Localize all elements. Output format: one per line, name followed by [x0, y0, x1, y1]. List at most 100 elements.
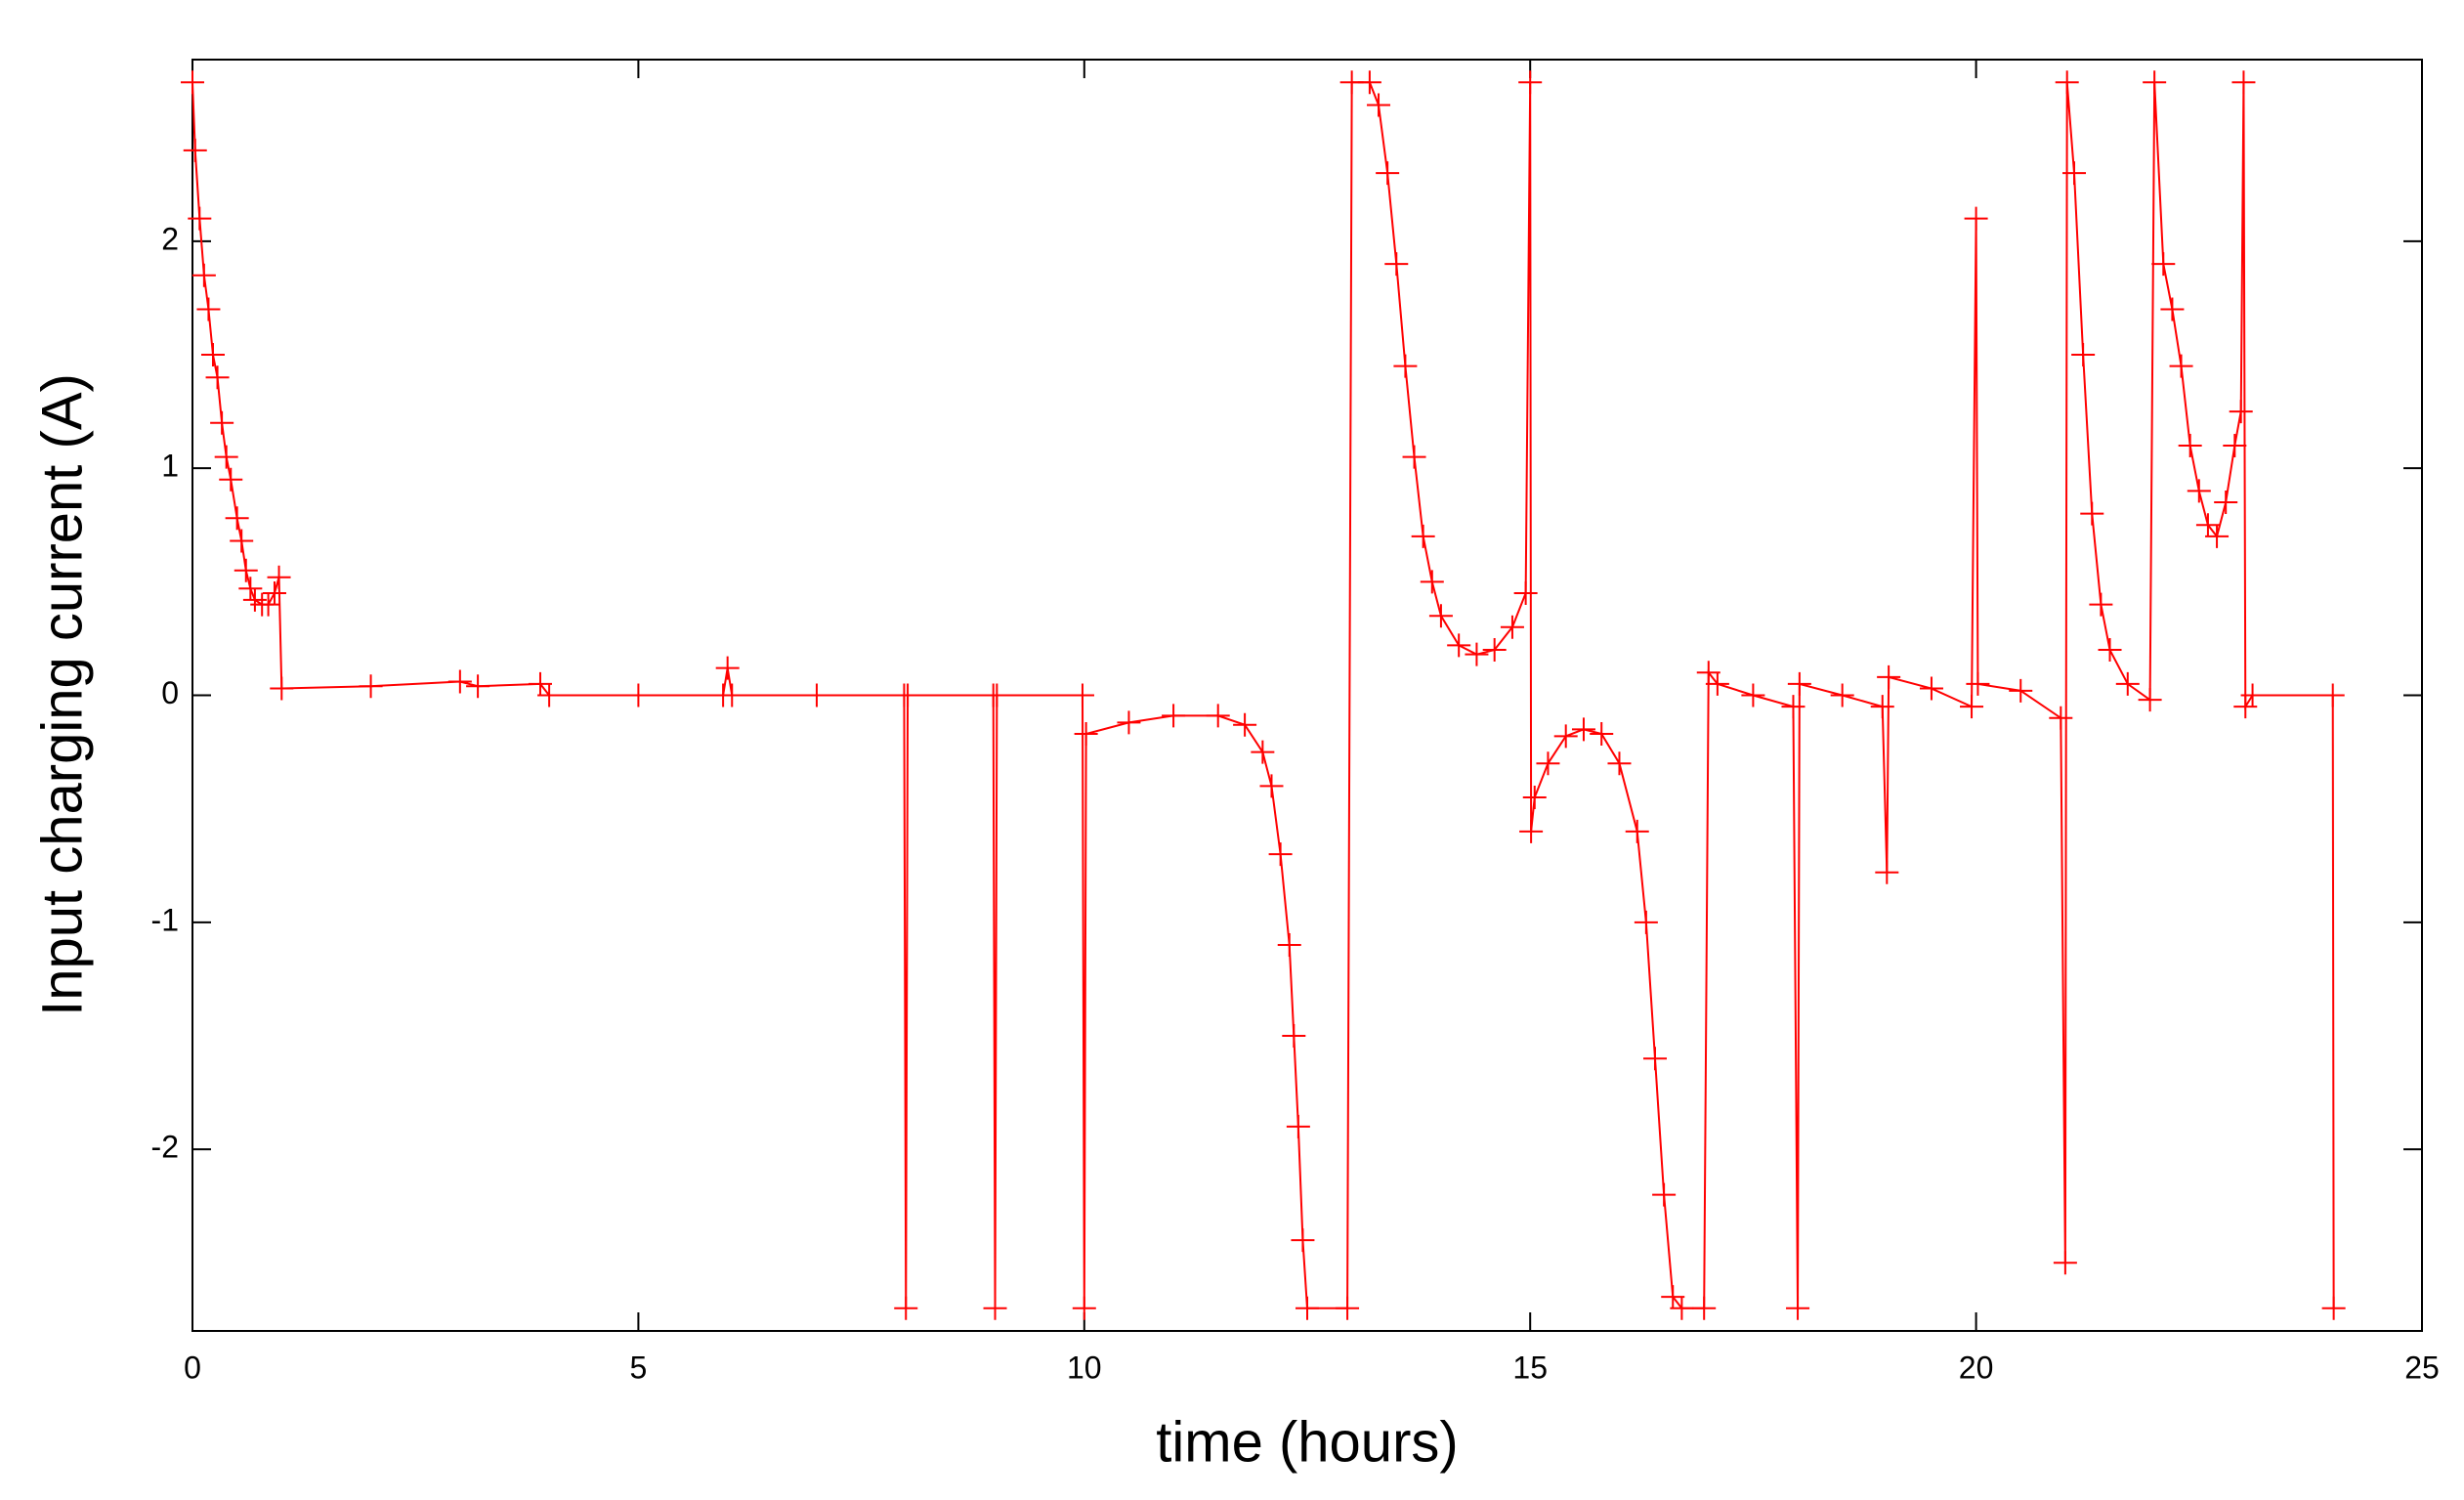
data-point — [1607, 751, 1632, 776]
data-point — [242, 587, 267, 612]
data-point — [2320, 683, 2345, 707]
data-point — [200, 343, 225, 367]
data-point — [1519, 819, 1544, 843]
data-point — [234, 558, 258, 582]
data-point — [1296, 1296, 1319, 1320]
data-point — [466, 674, 490, 699]
data-point — [210, 410, 234, 435]
data-point — [1070, 683, 1094, 707]
data-point — [1692, 1296, 1717, 1320]
data-point — [2143, 70, 2167, 95]
data-point — [1786, 1296, 1810, 1320]
data-point — [1960, 695, 1984, 719]
y-axis-title: Input charging current (A) — [30, 373, 94, 1016]
data-point — [1571, 717, 1595, 742]
data-point — [1553, 724, 1578, 749]
data-point — [1336, 1296, 1360, 1320]
data-point — [715, 656, 740, 680]
y-tick-label: -2 — [151, 1130, 179, 1165]
data-point — [1787, 671, 1811, 696]
data-point — [2321, 1296, 2346, 1320]
y-tick-label: 1 — [161, 449, 179, 484]
data-point — [1447, 633, 1471, 658]
data-point — [230, 529, 254, 553]
data-point — [2089, 592, 2113, 617]
data-point — [205, 365, 230, 390]
data-point — [1661, 1285, 1685, 1309]
data-point — [2169, 354, 2193, 378]
data-point — [2138, 688, 2162, 712]
data-point — [537, 683, 562, 707]
x-tick-label: 5 — [630, 1350, 648, 1385]
data-point — [1625, 819, 1649, 843]
data-point — [1966, 671, 1990, 696]
data-point — [2009, 678, 2033, 703]
data-point — [1420, 570, 1444, 594]
data-point — [2178, 433, 2202, 457]
data-point — [2071, 343, 2096, 367]
data-point — [2214, 491, 2238, 515]
data-point — [1652, 1182, 1677, 1207]
data-point — [238, 577, 263, 601]
data-point — [2080, 501, 2104, 526]
data-point — [1291, 1228, 1315, 1253]
data-point — [447, 669, 472, 694]
data-point — [1162, 704, 1186, 728]
data-point — [894, 1296, 918, 1320]
data-point — [262, 580, 286, 605]
data-point — [1251, 740, 1275, 764]
data-point — [1233, 712, 1257, 737]
data-point — [2098, 638, 2122, 663]
data-point — [1277, 933, 1301, 958]
data-point — [1072, 1296, 1096, 1320]
data-point — [1268, 842, 1293, 867]
data-point — [1367, 93, 1391, 117]
data-point — [1590, 721, 1614, 746]
data-point — [1670, 1296, 1694, 1320]
data-point — [2049, 706, 2073, 730]
data-point — [1259, 774, 1284, 798]
data-point — [1384, 252, 1409, 277]
data-point — [1705, 671, 1729, 696]
data-point — [1781, 695, 1806, 719]
data-point — [983, 1296, 1007, 1320]
data-point — [196, 297, 221, 321]
data-point — [256, 592, 280, 617]
data-point — [1286, 1114, 1310, 1138]
data-point — [804, 683, 828, 707]
data-point — [1513, 580, 1538, 605]
data-point — [225, 506, 249, 531]
data-point — [1428, 604, 1453, 628]
data-point — [985, 683, 1009, 707]
data-point — [1357, 70, 1381, 95]
data-point — [1402, 445, 1426, 469]
data-point — [2115, 671, 2140, 696]
data-point — [1830, 683, 1854, 707]
data-point — [1482, 638, 1507, 663]
data-point — [2195, 513, 2220, 537]
data-point — [2233, 695, 2258, 719]
data-point — [2151, 252, 2176, 277]
data-point — [1465, 642, 1489, 666]
data-point — [1282, 1023, 1306, 1048]
data-point — [2223, 433, 2247, 457]
data-point — [2062, 161, 2087, 186]
data-point — [1117, 710, 1141, 735]
x-axis-title: time (hours) — [1156, 1410, 1458, 1474]
data-point — [2187, 479, 2211, 503]
y-tick-label: -1 — [151, 902, 179, 937]
data-point — [214, 445, 238, 469]
plot-frame — [191, 59, 2423, 1332]
data-line — [191, 81, 2335, 1309]
data-point — [181, 70, 204, 95]
data-point — [188, 206, 212, 231]
data-point — [1376, 161, 1400, 186]
data-point — [1741, 683, 1765, 707]
data-point — [270, 676, 294, 701]
data-point — [1875, 860, 1899, 884]
data-point — [2160, 297, 2185, 321]
data-point — [1536, 751, 1560, 776]
data-point — [267, 565, 291, 589]
data-point — [720, 683, 744, 707]
data-point — [2231, 70, 2256, 95]
